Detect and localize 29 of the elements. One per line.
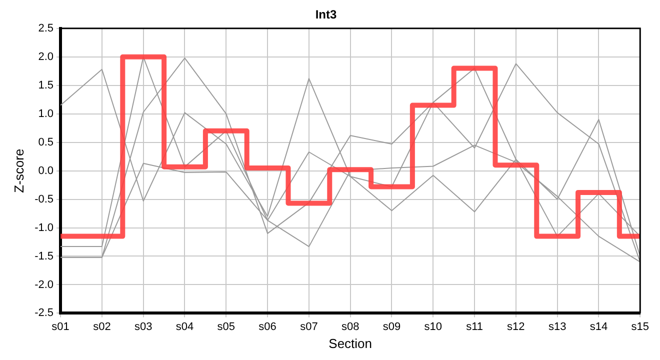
x-tick-label: s02: [93, 320, 111, 333]
x-tick-label: s04: [176, 320, 194, 333]
x-tick-label: s05: [217, 320, 236, 333]
y-tick-label: 2.5: [38, 22, 54, 34]
x-tick-label: s10: [424, 320, 442, 333]
y-tick-label: 2.0: [38, 50, 54, 63]
x-tick-label: s03: [134, 320, 152, 333]
y-tick-label: 1.5: [38, 79, 54, 92]
chart-title: Int3: [315, 8, 337, 22]
x-tick-label: s11: [466, 320, 483, 333]
y-tick-label: 0.5: [38, 136, 54, 148]
x-tick-label: s09: [382, 320, 401, 333]
x-tick-label: s07: [300, 320, 318, 333]
x-axis-title: Section: [328, 336, 372, 351]
y-axis-title: Z-score: [11, 148, 26, 193]
y-tick-label: -2.0: [34, 278, 54, 291]
y-tick-label: -0.5: [34, 193, 54, 206]
y-tick-label: 0.0: [38, 164, 54, 177]
y-tick-label: -2.5: [34, 307, 54, 320]
x-tick-label: s12: [507, 320, 525, 333]
x-tick-label: s14: [590, 320, 608, 333]
x-tick-label: s15: [631, 320, 650, 333]
x-tick-label: s08: [341, 320, 360, 333]
x-tick-label: s06: [258, 320, 276, 333]
y-tick-label: -1.0: [34, 222, 54, 234]
y-tick-label: -1.5: [34, 250, 54, 262]
y-tick-label: 1.0: [38, 108, 54, 120]
x-tick-label: s01: [52, 320, 70, 333]
x-tick-label: s13: [548, 320, 566, 333]
